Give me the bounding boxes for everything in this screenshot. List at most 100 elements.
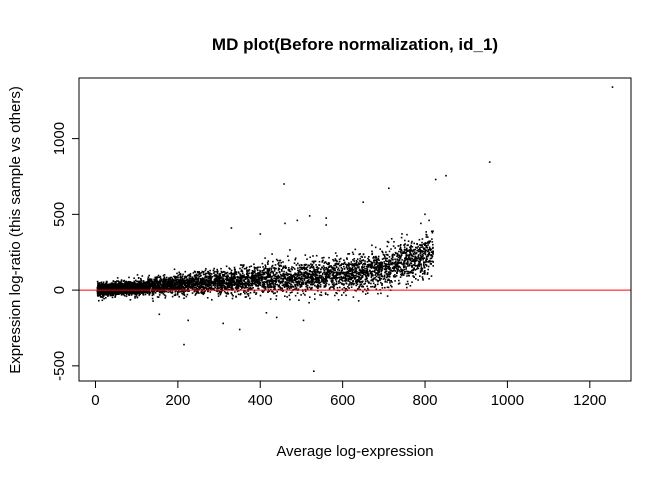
data-point	[181, 292, 183, 295]
data-point	[432, 250, 434, 253]
data-point	[375, 275, 378, 278]
data-point	[312, 266, 315, 269]
data-point	[410, 249, 412, 251]
data-point	[300, 272, 302, 274]
data-point	[417, 279, 419, 281]
data-point	[253, 266, 256, 269]
data-point	[369, 272, 372, 275]
data-point	[285, 282, 288, 285]
data-point	[312, 283, 315, 285]
data-point	[392, 245, 395, 247]
data-point	[406, 244, 409, 247]
data-point	[287, 273, 290, 275]
data-point	[244, 283, 246, 285]
data-point	[306, 288, 309, 290]
data-point	[211, 281, 214, 283]
data-point	[291, 286, 293, 288]
data-point	[375, 261, 377, 264]
data-point	[378, 276, 381, 278]
data-point	[361, 264, 364, 266]
data-point	[272, 283, 275, 285]
data-point	[258, 275, 260, 277]
data-point	[304, 271, 307, 273]
data-point	[194, 271, 196, 273]
data-point	[421, 276, 424, 278]
data-point	[355, 281, 357, 283]
data-point	[157, 287, 160, 289]
data-point	[329, 273, 331, 275]
data-point	[218, 277, 220, 280]
data-point	[410, 271, 413, 273]
data-point	[287, 276, 290, 279]
data-point	[270, 271, 272, 274]
data-point	[176, 272, 178, 275]
data-point	[228, 279, 230, 282]
data-point	[397, 283, 400, 285]
data-point	[424, 250, 426, 252]
data-point	[176, 278, 179, 281]
data-point	[413, 264, 415, 266]
data-point	[348, 263, 350, 266]
data-point	[359, 281, 361, 283]
data-point	[207, 272, 209, 275]
data-point	[341, 277, 343, 279]
data-point	[319, 284, 322, 286]
data-point	[294, 258, 296, 261]
data-point	[377, 261, 379, 264]
data-point	[269, 274, 271, 276]
data-point	[156, 284, 159, 287]
data-point	[262, 282, 264, 284]
data-point	[283, 283, 286, 286]
data-point	[298, 282, 301, 284]
data-point	[358, 286, 360, 289]
data-point	[403, 244, 405, 246]
data-point	[261, 285, 263, 288]
data-point	[290, 274, 292, 276]
data-point	[197, 291, 199, 293]
data-point	[274, 275, 276, 277]
data-point	[303, 264, 306, 266]
data-point	[289, 249, 291, 251]
data-point	[259, 282, 262, 284]
data-point	[306, 273, 309, 276]
data-point	[374, 266, 377, 269]
data-point	[380, 263, 383, 265]
data-point	[353, 271, 355, 274]
data-point	[164, 283, 167, 285]
data-point	[325, 271, 328, 274]
data-point	[244, 296, 247, 298]
data-point	[237, 276, 240, 279]
data-point	[325, 262, 328, 265]
data-point	[266, 268, 268, 270]
data-point	[409, 253, 411, 256]
data-point	[202, 280, 204, 282]
data-point	[285, 273, 287, 276]
data-point	[345, 282, 347, 284]
data-point	[182, 287, 184, 289]
data-point	[289, 292, 292, 294]
data-point	[318, 281, 320, 284]
data-point	[249, 277, 252, 280]
data-point	[361, 268, 364, 271]
data-point	[301, 279, 304, 282]
data-point	[400, 252, 402, 254]
data-point	[250, 265, 253, 267]
data-point	[192, 287, 194, 289]
data-point	[352, 264, 355, 267]
data-point	[282, 278, 284, 281]
data-point	[290, 281, 293, 283]
data-point	[202, 273, 205, 276]
data-point	[320, 271, 322, 273]
data-point	[314, 298, 316, 300]
data-point	[423, 251, 426, 253]
data-point	[348, 265, 350, 267]
data-point	[312, 273, 314, 275]
data-point	[424, 253, 427, 256]
data-point	[353, 269, 355, 271]
data-point	[382, 278, 385, 280]
data-point	[334, 279, 337, 281]
data-point	[424, 252, 427, 254]
data-point	[364, 280, 367, 283]
data-point	[346, 257, 348, 259]
data-point	[357, 288, 359, 290]
